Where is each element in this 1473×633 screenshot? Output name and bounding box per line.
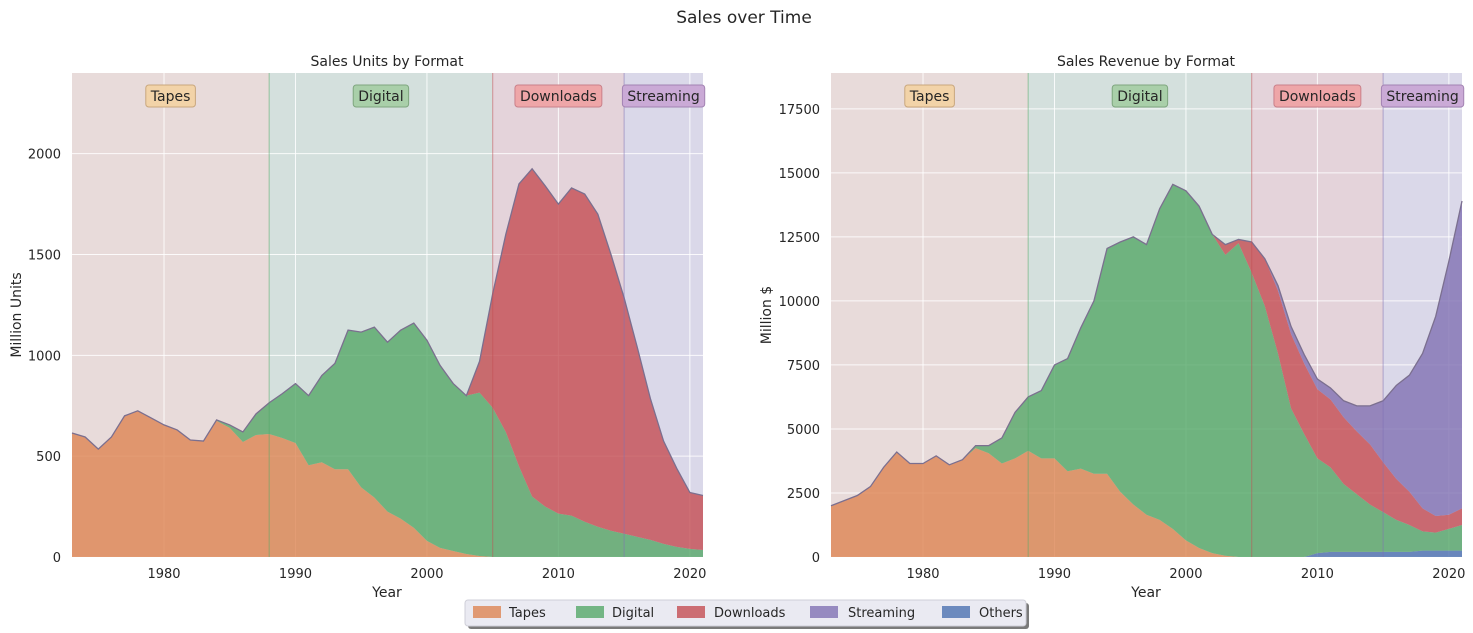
revenue-y-tick-label: 0 (812, 551, 820, 566)
legend: Tapes Digital Downloads Streaming Others (464, 599, 1029, 629)
revenue-era-label-box-digital (1111, 84, 1169, 108)
units-era-label-text-streaming: Streaming (627, 89, 699, 105)
units-era-label-box-tapes (145, 84, 196, 108)
units-x-tick-label: 2010 (542, 567, 575, 582)
legend-label-tapes: Tapes (508, 606, 546, 621)
legend-item-tapes: Tapes (473, 606, 546, 621)
legend-swatch-downloads (677, 606, 705, 618)
units-plot-area (71, 73, 704, 558)
revenue-era-label-tapes: Tapes (904, 84, 955, 108)
revenue-x-tick-label: 2020 (1432, 567, 1465, 582)
revenue-era-label-box-streaming (1380, 84, 1465, 108)
revenue-y-tick-label: 15000 (779, 167, 820, 182)
units-era-label-tapes: Tapes (145, 84, 196, 108)
legend-swatch-streaming (810, 606, 838, 618)
revenue-y-tick-label: 5000 (787, 423, 820, 438)
units-era-label-text-digital: Digital (358, 89, 403, 105)
legend-swatch-tapes (473, 606, 501, 618)
legend-label-downloads: Downloads (714, 606, 786, 621)
revenue-era-label-box-tapes (904, 84, 955, 108)
units-x-tick-label: 1980 (147, 567, 180, 582)
units-y-tick-label: 2000 (28, 148, 61, 163)
units-era-label-digital: Digital (352, 84, 410, 108)
units-y-tick-label: 1500 (28, 249, 61, 264)
revenue-era-label-text-tapes: Tapes (909, 89, 950, 105)
revenue-chart-panel: Sales Revenue by Format Year Million $ T… (759, 54, 1465, 601)
revenue-x-tick-label: 1980 (906, 567, 939, 582)
revenue-era-label-text-downloads: Downloads (1279, 89, 1356, 105)
legend-item-others: Others (942, 606, 1023, 621)
revenue-y-tick-label: 17500 (779, 103, 820, 118)
legend-frame (464, 599, 1027, 627)
units-era-label-box-digital (352, 84, 410, 108)
revenue-stack-outline (830, 183, 1463, 507)
revenue-era-label-streaming: Streaming (1380, 84, 1465, 108)
legend-item-downloads: Downloads (677, 606, 786, 621)
revenue-x-tick-label: 2000 (1169, 567, 1202, 582)
legend-swatch-digital (576, 606, 604, 618)
revenue-x-axis-label: Year (1130, 585, 1161, 601)
revenue-era-label-text-digital: Digital (1117, 89, 1162, 105)
revenue-area-digital (831, 184, 1462, 557)
units-era-label-downloads: Downloads (514, 84, 603, 108)
units-x-tick-label: 2000 (410, 567, 443, 582)
units-area-tapes (72, 410, 703, 557)
units-chart-title: Sales Units by Format (311, 54, 464, 70)
units-x-axis-label: Year (371, 585, 402, 601)
revenue-x-tick-label: 2010 (1301, 567, 1334, 582)
revenue-area-downloads (831, 184, 1462, 533)
units-era-label-box-downloads (514, 84, 603, 108)
revenue-y-tick-label: 10000 (779, 295, 820, 310)
units-stack-outline (71, 167, 704, 497)
figure-title: Sales over Time (676, 8, 812, 28)
units-area-downloads (72, 168, 703, 550)
revenue-y-tick-label: 7500 (787, 359, 820, 374)
revenue-era-label-box-downloads (1273, 84, 1362, 108)
revenue-y-tick-label: 12500 (779, 231, 820, 246)
units-era-label-box-streaming (621, 84, 706, 108)
revenue-x-tick-label: 1990 (1038, 567, 1071, 582)
revenue-chart-title: Sales Revenue by Format (1057, 54, 1236, 70)
units-y-tick-label: 500 (36, 450, 61, 465)
revenue-y-axis-label: Million $ (759, 286, 775, 344)
revenue-era-label-downloads: Downloads (1273, 84, 1362, 108)
revenue-y-tick-label: 2500 (787, 487, 820, 502)
legend-label-digital: Digital (612, 606, 654, 621)
legend-swatch-others (942, 606, 970, 618)
legend-item-digital: Digital (576, 606, 654, 621)
revenue-plot-area (830, 73, 1463, 558)
revenue-area-tapes (831, 448, 1462, 557)
units-x-tick-label: 2020 (673, 567, 706, 582)
legend-label-others: Others (979, 606, 1023, 621)
revenue-area-others (831, 550, 1462, 557)
units-y-axis-label: Million Units (9, 272, 25, 357)
units-y-tick-label: 0 (53, 551, 61, 566)
units-x-tick-label: 1990 (279, 567, 312, 582)
units-area-digital (72, 323, 703, 557)
units-era-label-streaming: Streaming (621, 84, 706, 108)
legend-item-streaming: Streaming (810, 606, 915, 621)
units-y-tick-label: 1000 (28, 349, 61, 364)
revenue-era-label-text-streaming: Streaming (1386, 89, 1458, 105)
revenue-era-label-digital: Digital (1111, 84, 1169, 108)
legend-label-streaming: Streaming (848, 606, 915, 621)
units-chart-panel: Sales Units by Format Year Million Units… (9, 54, 706, 601)
units-era-label-text-downloads: Downloads (520, 89, 597, 105)
units-era-label-text-tapes: Tapes (150, 89, 191, 105)
